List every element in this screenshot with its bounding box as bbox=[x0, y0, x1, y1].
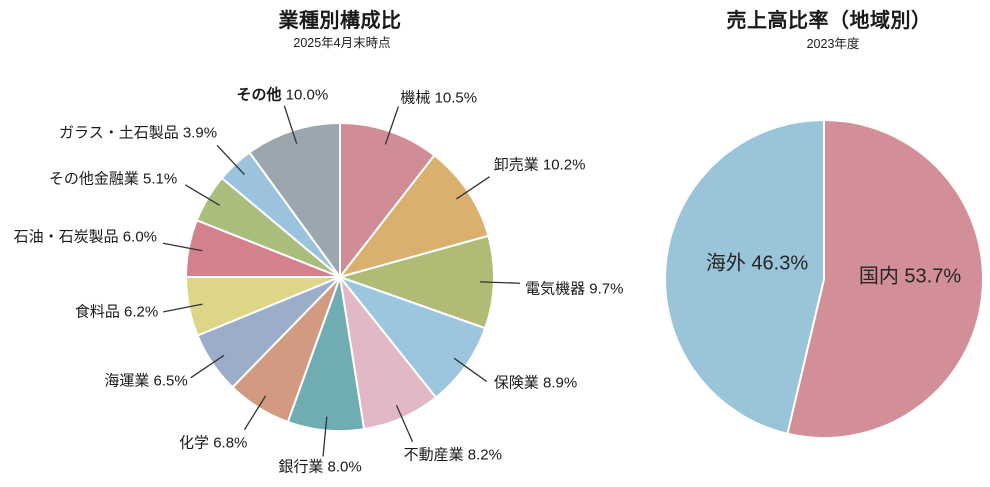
industry-chart-subtitle: 2025年4月末時点 bbox=[293, 36, 391, 50]
region-slice-1 bbox=[664, 119, 825, 435]
industry-slice-label-11: ガラス・土石製品 3.9% bbox=[59, 125, 217, 142]
industry-slice-name-4: 不動産業 bbox=[403, 446, 464, 464]
industry-chart-title: 業種別構成比 bbox=[278, 10, 402, 32]
industry-slice-name-0: 機械 bbox=[400, 88, 431, 106]
industry-leader-line-11 bbox=[216, 144, 245, 175]
industry-slice-label-10: その他金融業 5.1% bbox=[49, 170, 177, 187]
industry-slice-label-6: 化学 6.8% bbox=[179, 434, 247, 451]
region-slice-0 bbox=[786, 119, 984, 439]
industry-slice-label-12: その他 10.0% bbox=[236, 86, 328, 103]
industry-slice-name-5: 銀行業 bbox=[278, 458, 324, 476]
industry-leader-line-8 bbox=[163, 303, 203, 313]
industry-slice-label-7: 海運業 6.5% bbox=[104, 372, 187, 389]
industry-leader-line-7 bbox=[190, 354, 225, 379]
region-slice-name-0: 国内 bbox=[858, 265, 899, 288]
region-slice-name-1: 海外 bbox=[705, 252, 746, 275]
industry-slice-label-0: 機械 10.5% bbox=[400, 89, 477, 106]
industry-slice-label-2: 電気機器 9.7% bbox=[525, 281, 623, 298]
industry-slice-value-0: 10.5% bbox=[430, 88, 478, 106]
region-slice-label-1: 海外 46.3% bbox=[706, 253, 808, 276]
industry-slice-value-6: 6.8% bbox=[209, 434, 248, 452]
industry-leader-line-3 bbox=[453, 357, 488, 383]
region-slice-label-0: 国内 53.7% bbox=[859, 266, 961, 289]
industry-slice-name-9: 石油・石炭製品 bbox=[13, 228, 119, 246]
industry-leader-line-12 bbox=[283, 105, 298, 144]
region-chart-subtitle: 2023年度 bbox=[806, 37, 860, 51]
region-slice-value-1: 46.3% bbox=[745, 252, 809, 275]
industry-slice-label-4: 不動産業 8.2% bbox=[404, 446, 502, 463]
industry-slice-name-8: 食料品 bbox=[74, 303, 120, 321]
industry-leader-line-4 bbox=[395, 404, 414, 443]
industry-slice-value-9: 6.0% bbox=[118, 228, 157, 246]
industry-slice-value-4: 8.2% bbox=[463, 446, 502, 464]
industry-leader-line-5 bbox=[322, 416, 328, 457]
industry-slice-value-11: 3.9% bbox=[178, 124, 218, 142]
industry-leader-line-1 bbox=[456, 176, 491, 200]
industry-slice-name-6: 化学 bbox=[179, 434, 210, 452]
industry-slice-value-12: 10.0% bbox=[281, 85, 329, 103]
industry-slice-value-10: 5.1% bbox=[138, 170, 178, 188]
industry-leader-line-6 bbox=[243, 395, 267, 431]
industry-slice-name-7: 海運業 bbox=[104, 372, 150, 390]
industry-slice-name-1: 卸売業 bbox=[493, 156, 539, 174]
industry-leader-line-0 bbox=[384, 106, 399, 145]
industry-slice-value-1: 10.2% bbox=[538, 156, 586, 174]
industry-slice-label-8: 食料品 6.2% bbox=[75, 303, 158, 320]
industry-slice-name-11: ガラス・土石製品 bbox=[59, 124, 179, 142]
industry-slice-label-9: 石油・石炭製品 6.0% bbox=[14, 229, 157, 246]
industry-slice-label-3: 保険業 8.9% bbox=[494, 374, 577, 391]
industry-slice-name-3: 保険業 bbox=[493, 373, 539, 391]
industry-slice-name-10: その他金融業 bbox=[48, 170, 139, 188]
industry-slice-name-2: 電気機器 bbox=[525, 280, 586, 298]
industry-slice-value-7: 6.5% bbox=[149, 372, 188, 390]
industry-slice-value-5: 8.0% bbox=[323, 458, 362, 476]
industry-leader-line-10 bbox=[184, 184, 220, 206]
industry-slice-value-2: 9.7% bbox=[585, 280, 624, 298]
region-slice-value-0: 53.7% bbox=[898, 265, 962, 288]
region-chart-title: 売上高比率（地域別） bbox=[726, 10, 932, 32]
industry-slice-value-8: 6.2% bbox=[119, 303, 159, 321]
industry-slice-label-5: 銀行業 8.0% bbox=[278, 459, 361, 476]
industry-leader-line-9 bbox=[162, 242, 203, 252]
industry-slice-label-1: 卸売業 10.2% bbox=[494, 156, 586, 173]
industry-leader-line-2 bbox=[480, 281, 521, 284]
industry-slice-value-3: 8.9% bbox=[538, 373, 578, 391]
industry-slice-name-12: その他 bbox=[236, 85, 282, 103]
